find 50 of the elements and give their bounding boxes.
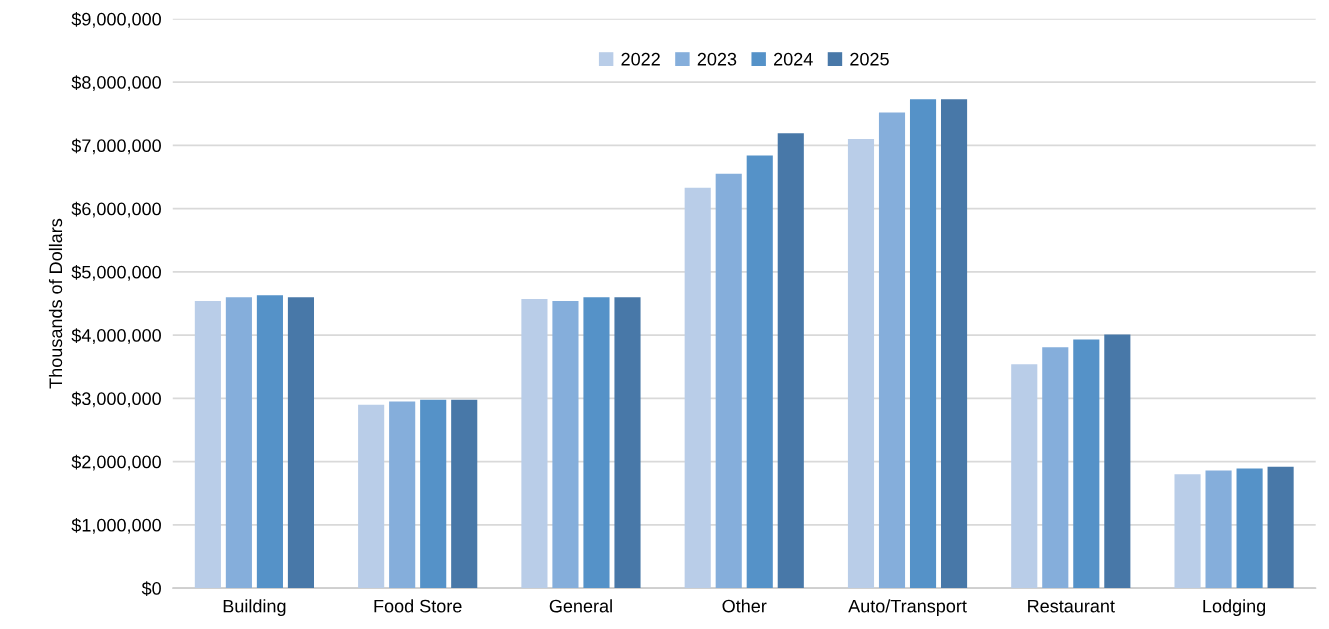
bar xyxy=(1205,470,1232,589)
y-tick-label: $8,000,000 xyxy=(71,75,161,91)
bar xyxy=(552,300,579,589)
bar xyxy=(940,99,968,589)
x-tick-label: Food Store xyxy=(374,599,462,613)
bar xyxy=(225,297,252,589)
bar xyxy=(420,399,447,589)
bar xyxy=(746,155,773,589)
bar xyxy=(583,297,610,589)
y-tick-label: $1,000,000 xyxy=(71,518,161,534)
bar xyxy=(1011,364,1038,589)
y-tick-label: $4,000,000 xyxy=(71,328,161,344)
x-tick-label: General xyxy=(549,599,612,613)
x-tick-label: Auto/Transport xyxy=(848,599,967,617)
y-tick-label: $5,000,000 xyxy=(71,265,161,281)
bar xyxy=(389,401,416,589)
bar xyxy=(1267,466,1294,589)
y-axis-title: Thousands of Dollars xyxy=(48,218,63,389)
bar xyxy=(909,99,937,589)
legend-label: 2023 xyxy=(697,52,737,66)
y-tick-label: $0 xyxy=(141,581,161,596)
bar xyxy=(715,173,742,589)
bar xyxy=(521,299,548,589)
bar xyxy=(1174,474,1201,589)
legend-label: 2025 xyxy=(850,52,889,66)
x-tick-label: Building xyxy=(223,599,286,617)
bar xyxy=(847,139,875,589)
x-tick-label: Restaurant xyxy=(1028,599,1115,613)
bar xyxy=(451,399,478,589)
x-tick-label: Lodging xyxy=(1203,599,1266,617)
bar xyxy=(614,297,641,589)
y-tick-label: $6,000,000 xyxy=(71,201,161,218)
bar xyxy=(1236,468,1263,589)
y-tick-label: $3,000,000 xyxy=(71,391,161,408)
bar xyxy=(1042,347,1069,589)
y-tick-label: $9,000,000 xyxy=(71,12,161,28)
legend-label: 2024 xyxy=(774,52,813,66)
bar xyxy=(287,297,314,589)
bar xyxy=(1073,339,1100,589)
bar xyxy=(256,295,283,589)
bar xyxy=(358,404,385,589)
bar xyxy=(1104,334,1131,589)
bar xyxy=(684,187,711,589)
bar xyxy=(878,112,906,589)
legend-label: 2022 xyxy=(621,52,660,66)
bar xyxy=(777,133,804,589)
y-tick-label: $7,000,000 xyxy=(71,138,161,155)
x-tick-label: Other xyxy=(722,599,767,613)
y-tick-label: $2,000,000 xyxy=(71,454,161,471)
bar xyxy=(194,300,221,589)
